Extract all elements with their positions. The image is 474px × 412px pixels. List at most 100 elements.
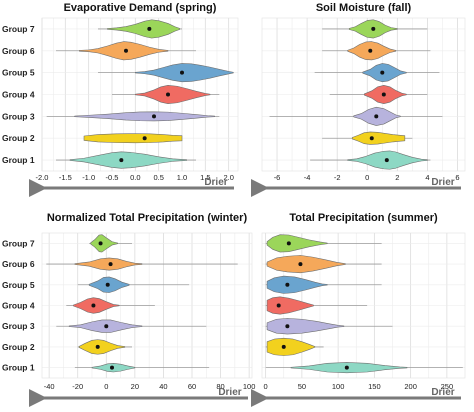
median-point — [98, 241, 103, 246]
violin-group-1 — [265, 362, 463, 374]
x-tick-label: 4 — [425, 173, 429, 182]
median-point — [381, 92, 386, 97]
violin-group-3 — [46, 111, 220, 122]
violin-body — [73, 297, 120, 314]
violin-body — [107, 19, 180, 39]
panel-4: Total Precipitation (summer) 0 50 100 150 200… — [251, 212, 466, 407]
violin-body — [74, 111, 215, 122]
median-point — [368, 48, 373, 53]
x-tick-label: 60 — [188, 382, 196, 391]
median-point — [286, 241, 291, 246]
median-point — [105, 282, 110, 287]
x-tick-label: -1.5 — [59, 173, 72, 182]
x-tick-label: -2 — [334, 173, 341, 182]
violin-group-5 — [265, 275, 382, 294]
violin-group-7 — [265, 234, 382, 253]
median-point — [119, 158, 124, 163]
violin-group-5 — [98, 63, 234, 83]
median-point — [371, 26, 376, 31]
x-tick-label: 0 — [264, 382, 268, 391]
violin-group-2 — [322, 131, 413, 145]
violin-group-1 — [310, 150, 431, 170]
x-tick-label: 2 — [395, 173, 399, 182]
x-tick-label: 0 — [365, 173, 369, 182]
group-label: Group 5 — [2, 68, 35, 78]
violin-group-7 — [98, 19, 182, 39]
x-tick-label: 100 — [243, 382, 256, 391]
drier-label: Drier — [431, 177, 454, 188]
violin-body — [90, 234, 119, 253]
median-point — [142, 136, 147, 141]
median-point — [147, 26, 152, 31]
median-point — [108, 262, 113, 267]
x-tick-label: 20 — [131, 382, 139, 391]
violin-group-1 — [56, 151, 196, 169]
x-tick-label: 2.0 — [223, 173, 233, 182]
group-label: Group 4 — [2, 301, 35, 311]
violin-body — [351, 131, 406, 145]
x-tick-label: -4 — [304, 173, 311, 182]
x-tick-label: -1.0 — [82, 173, 95, 182]
violin-body — [266, 275, 328, 294]
violin-group-3 — [265, 318, 393, 335]
x-tick-label: 50 — [298, 382, 306, 391]
median-point — [380, 70, 385, 75]
median-point — [276, 303, 281, 308]
x-tick-label: 250 — [441, 382, 454, 391]
x-tick-label: -2.0 — [36, 173, 49, 182]
violin-group-4 — [265, 296, 368, 315]
violin-group-3 — [56, 319, 207, 333]
x-tick-label: -6 — [274, 173, 281, 182]
violin-group-5 — [314, 63, 440, 83]
median-point — [152, 114, 156, 119]
drier-label: Drier — [204, 177, 227, 188]
panel-1: Evaporative Demand (spring) Group 7 Group … — [2, 2, 239, 197]
violin-group-7 — [89, 234, 132, 253]
panel-title: Evaporative Demand (spring) — [64, 2, 217, 14]
median-point — [110, 365, 114, 370]
x-tick-label: -20 — [72, 382, 83, 391]
violin-group-2 — [83, 133, 183, 144]
violin-body — [135, 63, 234, 83]
x-tick-label: 1.5 — [200, 173, 210, 182]
median-point — [344, 365, 349, 370]
panel-3: Normalized Total Precipitation (winter) G… — [2, 212, 256, 407]
median-point — [384, 158, 389, 163]
violin-group-6 — [46, 257, 238, 271]
x-tick-label: -0.5 — [106, 173, 119, 182]
violin-body — [266, 296, 314, 315]
median-point — [166, 92, 170, 97]
violin-group-5 — [77, 276, 190, 293]
group-label: Group 6 — [2, 259, 35, 269]
panel-frame — [261, 232, 466, 379]
x-tick-label: 100 — [332, 382, 345, 391]
violin-group-1 — [74, 362, 210, 373]
violin-group-3 — [269, 106, 443, 126]
violin-group-2 — [77, 339, 132, 355]
drier-label: Drier — [218, 387, 241, 398]
violin-body — [135, 85, 211, 104]
group-label: Group 6 — [2, 46, 35, 56]
group-label: Group 2 — [2, 133, 35, 143]
violin-group-4 — [66, 297, 155, 314]
median-point — [104, 324, 109, 329]
group-label: Group 3 — [2, 111, 35, 121]
violin-body — [266, 318, 345, 335]
panel-frame — [41, 232, 253, 379]
x-tick-label: 80 — [216, 382, 224, 391]
panel-title: Total Precipitation (summer) — [289, 212, 438, 224]
group-label: Group 1 — [2, 155, 35, 165]
violin-body — [74, 257, 143, 271]
group-label: Group 7 — [2, 238, 35, 248]
x-tick-label: 1.0 — [177, 173, 187, 182]
panel-title: Normalized Total Precipitation (winter) — [47, 212, 248, 224]
median-point — [180, 70, 184, 75]
x-tick-label: 6 — [455, 173, 459, 182]
median-point — [124, 48, 128, 53]
median-point — [95, 344, 100, 349]
median-point — [374, 114, 379, 119]
x-tick-label: 200 — [404, 382, 417, 391]
violin-body — [266, 337, 316, 356]
median-point — [91, 303, 96, 308]
